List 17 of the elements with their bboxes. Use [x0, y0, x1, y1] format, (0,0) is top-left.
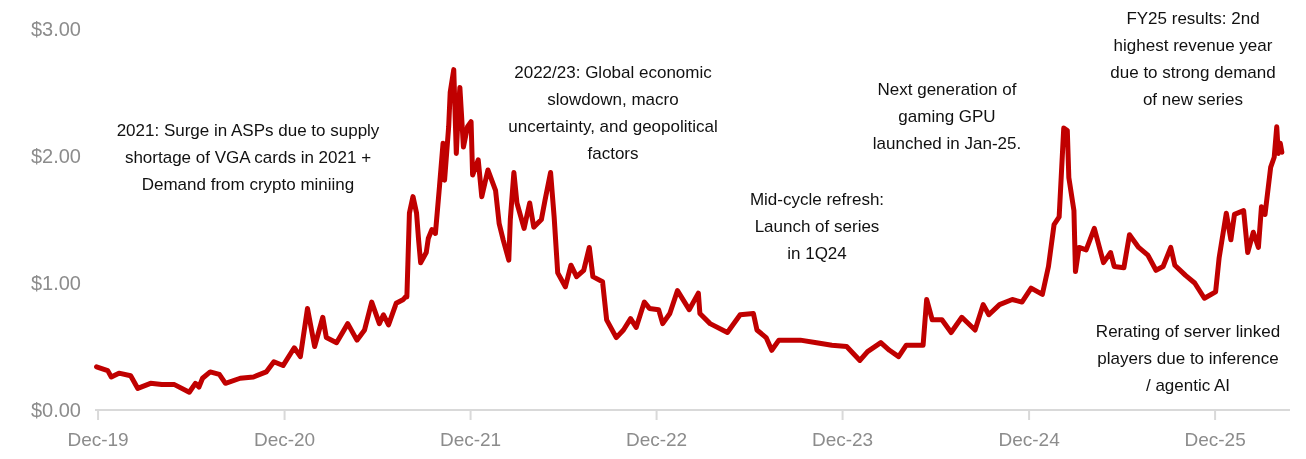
x-tick-label: Dec-25 — [1184, 429, 1246, 450]
x-tick-label: Dec-21 — [439, 429, 502, 450]
y-tick-label: $3.00 — [30, 18, 81, 40]
x-tick-label: Dec-24 — [998, 429, 1061, 450]
y-tick-label: $0.00 — [30, 399, 81, 421]
x-tick-label: Dec-19 — [67, 429, 129, 450]
y-tick-label: $2.00 — [30, 145, 81, 167]
annotation: Mid-cycle refresh: Launch of series in 1Q24 — [749, 190, 885, 263]
x-tick-label: Dec-23 — [811, 429, 874, 450]
annotation: 2021: Surge in ASPs due to supply shortage of VGA cards in 2021 + Demand from crypto miniing — [116, 121, 380, 194]
x-tick-label: Dec-20 — [253, 429, 316, 450]
y-tick-label: $1.00 — [30, 272, 81, 294]
annotation: Rerating of server linked players due to inference / agentic AI — [1095, 322, 1281, 395]
annotation: Next generation of gaming GPU launched in Jan-25. — [872, 80, 1022, 153]
x-tick-label: Dec-22 — [625, 429, 688, 450]
annotation: 2022/23: Global economic slowdown, macro uncertainty, and geopolitical factors — [508, 63, 718, 163]
annotation: FY25 results: 2nd highest revenue year due to strong demand of new series — [1110, 9, 1276, 109]
